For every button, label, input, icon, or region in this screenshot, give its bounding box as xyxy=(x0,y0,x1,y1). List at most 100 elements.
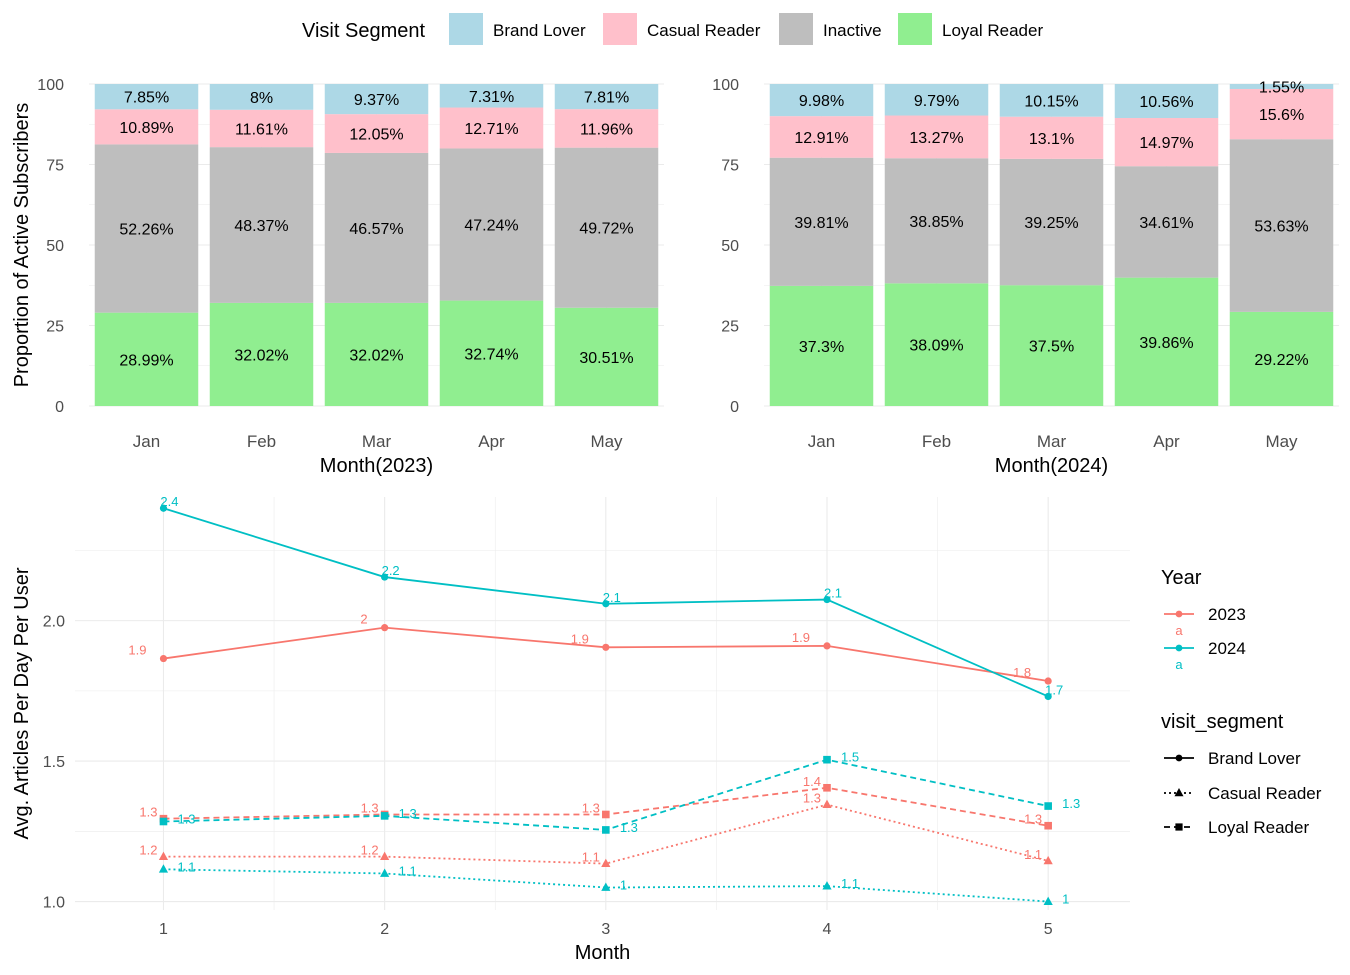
data-label-2023-loyal-reader: 1.3 xyxy=(1024,812,1042,827)
bar-casual-reader-feb xyxy=(884,115,989,159)
data-label-brand-lover: 9.98% xyxy=(799,93,844,110)
data-label-brand-lover: 9.37% xyxy=(354,92,399,109)
bar-loyal-reader-may xyxy=(1229,311,1334,406)
point-2023-brand-lover xyxy=(1044,677,1052,685)
legend-label-inactive: Inactive xyxy=(823,21,882,40)
data-label-2024-loyal-reader: 1.3 xyxy=(399,806,417,821)
x-axis-title: Month xyxy=(575,942,631,964)
legend-visit-segment: Visit Segment Brand Lover Casual Reader In… xyxy=(302,13,1043,45)
data-label-2024-loyal-reader: 1.5 xyxy=(841,750,859,765)
data-label-loyal-reader: 39.86% xyxy=(1139,335,1193,352)
stacked-bar-chart-2024: 0 25 50 75 100 37.3% 39.81% 12.91% 9.98% Jan 38.09… xyxy=(712,77,1339,477)
bar-loyal-reader-mar xyxy=(999,285,1104,406)
x-tick-label: 5 xyxy=(1044,921,1053,938)
bar-inactive-mar xyxy=(999,158,1104,286)
point-2024-loyal-reader xyxy=(823,755,831,764)
legend-segment-label-casual-reader: Casual Reader xyxy=(1208,784,1322,803)
bar-brand-lover-may xyxy=(554,84,659,110)
legend-label-loyal-reader: Loyal Reader xyxy=(942,21,1043,40)
point-2023-casual-reader xyxy=(158,851,169,861)
point-2023-casual-reader xyxy=(380,851,390,861)
bar-casual-reader-mar xyxy=(324,114,429,153)
legend-segment-key-point xyxy=(1175,754,1183,762)
data-label-inactive: 52.26% xyxy=(119,222,173,239)
x-tick-label: Feb xyxy=(922,432,951,451)
data-label-brand-lover: 8% xyxy=(250,90,273,107)
data-label-2024-loyal-reader: 1.3 xyxy=(177,812,195,827)
data-label-casual-reader: 12.91% xyxy=(794,130,848,147)
legend-key-brand-lover xyxy=(449,13,483,45)
bar-inactive-jan xyxy=(94,144,199,313)
data-label-casual-reader: 14.97% xyxy=(1139,135,1193,152)
legend-key-loyal-reader xyxy=(898,13,932,45)
point-2024-loyal-reader xyxy=(159,817,168,826)
bar-casual-reader-jan xyxy=(94,109,199,145)
x-tick-label: 4 xyxy=(823,921,832,938)
bar-inactive-feb xyxy=(884,158,989,284)
legend-key-casual-reader xyxy=(603,13,637,45)
bar-casual-reader-may xyxy=(554,109,659,148)
y-tick-label: 100 xyxy=(37,77,64,94)
data-label-brand-lover: 9.79% xyxy=(914,93,959,110)
data-label-casual-reader: 11.96% xyxy=(580,121,633,138)
data-label-2023-casual-reader: 1.1 xyxy=(582,850,600,865)
legend-year-key-text: a xyxy=(1175,657,1183,672)
y-axis-title: Proportion of Active Subscribers xyxy=(11,103,33,388)
point-2024-brand-lover xyxy=(159,504,168,512)
data-label-casual-reader: 12.71% xyxy=(464,121,518,138)
y-tick-label: 1.0 xyxy=(43,895,65,912)
x-tick-label: Apr xyxy=(478,432,505,451)
bar-casual-reader-apr xyxy=(1114,118,1219,167)
data-label-inactive: 47.24% xyxy=(464,218,518,235)
data-label-loyal-reader: 30.51% xyxy=(579,350,633,367)
point-2023-casual-reader xyxy=(601,858,611,868)
point-2024-loyal-reader xyxy=(602,826,610,834)
data-label-2024-brand-lover: 2.4 xyxy=(160,494,178,509)
data-label-brand-lover: 7.31% xyxy=(469,89,514,106)
stacked-bar-chart-2023: 0 25 50 75 100 28.99% 52.26% 10.89% 7.85% Jan 32.0… xyxy=(11,77,664,477)
x-tick-label: Mar xyxy=(362,432,392,451)
bar-inactive-may xyxy=(554,147,659,308)
legend-right: Year a 2023 a 2024 visit_segment Brand Lover Ca… xyxy=(1161,567,1322,837)
legend-year-key-point xyxy=(1175,644,1183,652)
data-label-loyal-reader: 29.22% xyxy=(1254,352,1308,369)
point-2023-brand-lover xyxy=(381,624,389,632)
data-label-loyal-reader: 37.3% xyxy=(799,339,844,356)
point-2023-brand-lover xyxy=(823,642,831,650)
bar-loyal-reader-mar xyxy=(324,302,429,406)
point-2024-loyal-reader xyxy=(380,812,389,820)
x-tick-label: Apr xyxy=(1153,432,1180,451)
data-label-inactive: 38.85% xyxy=(909,214,963,231)
data-label-2024-brand-lover: 2.2 xyxy=(382,563,400,578)
bar-inactive-mar xyxy=(324,152,429,303)
x-tick-label: 1 xyxy=(159,921,168,938)
bar-loyal-reader-apr xyxy=(439,300,544,406)
data-label-casual-reader: 13.1% xyxy=(1029,131,1074,148)
bar-brand-lover-jan xyxy=(94,84,199,110)
data-label-2024-loyal-reader: 1.3 xyxy=(620,820,638,835)
y-tick-label: 1.5 xyxy=(43,754,65,771)
legend-visit-segment-title: Visit Segment xyxy=(302,20,425,42)
bar-brand-lover-apr xyxy=(439,84,544,108)
y-tick-label: 75 xyxy=(721,158,739,175)
data-label-2023-loyal-reader: 1.3 xyxy=(139,805,157,820)
data-label-2024-casual-reader: 1 xyxy=(1062,892,1069,907)
data-label-inactive: 34.61% xyxy=(1139,215,1193,232)
point-2023-loyal-reader xyxy=(823,783,831,792)
point-2023-brand-lover xyxy=(159,654,168,663)
bar-brand-lover-feb xyxy=(884,84,989,116)
data-label-2023-casual-reader: 1.2 xyxy=(139,843,157,858)
data-label-inactive: 49.72% xyxy=(579,221,633,238)
point-2023-casual-reader xyxy=(1043,855,1053,865)
data-label-inactive: 46.57% xyxy=(349,221,403,238)
point-2024-brand-lover xyxy=(823,595,831,604)
y-tick-label: 50 xyxy=(721,238,739,255)
x-axis-title: Month(2023) xyxy=(320,455,433,477)
data-label-2024-casual-reader: 1.1 xyxy=(399,863,417,878)
y-tick-label: 0 xyxy=(55,399,64,416)
data-label-2024-brand-lover: 1.7 xyxy=(1045,682,1063,697)
bar-brand-lover-apr xyxy=(1114,84,1219,119)
point-2024-brand-lover xyxy=(381,573,389,581)
y-tick-label: 25 xyxy=(721,319,739,336)
bar-brand-lover-jan xyxy=(769,84,874,117)
